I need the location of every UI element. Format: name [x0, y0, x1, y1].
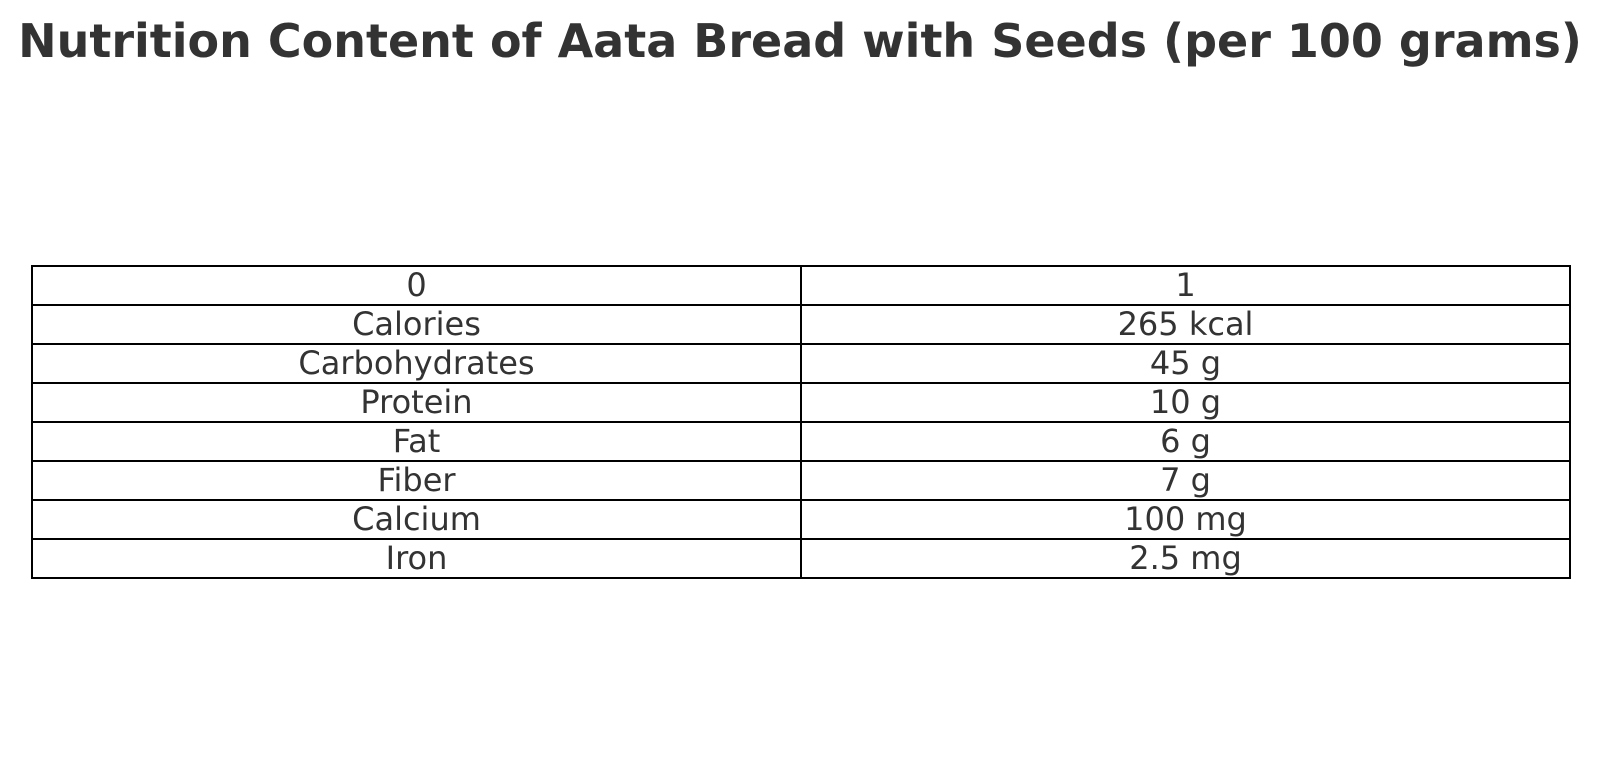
- nutrient-value-cell: 10 g: [800, 382, 1571, 423]
- table-row: Calories 265 kcal: [31, 304, 1571, 345]
- nutrient-value-cell: 7 g: [800, 460, 1571, 501]
- nutrient-name-cell: Fiber: [31, 460, 802, 501]
- nutrient-value-cell: 2.5 mg: [800, 538, 1571, 579]
- table-row: Fat 6 g: [31, 421, 1571, 462]
- table-row: Protein 10 g: [31, 382, 1571, 423]
- nutrient-name-cell: Calcium: [31, 499, 802, 540]
- nutrient-name-cell: Protein: [31, 382, 802, 423]
- nutrient-name-cell: Fat: [31, 421, 802, 462]
- table-header-row: 0 1: [31, 265, 1571, 306]
- table-row: Fiber 7 g: [31, 460, 1571, 501]
- nutrient-value-cell: 100 mg: [800, 499, 1571, 540]
- nutrition-table-body: 0 1 Calories 265 kcal Carbohydrates 45 g…: [31, 265, 1571, 579]
- table-row: Carbohydrates 45 g: [31, 343, 1571, 384]
- nutrition-table: 0 1 Calories 265 kcal Carbohydrates 45 g…: [31, 265, 1571, 579]
- nutrient-value-cell: 6 g: [800, 421, 1571, 462]
- nutrient-name-cell: Iron: [31, 538, 802, 579]
- nutrient-value-cell: 45 g: [800, 343, 1571, 384]
- chart-title: Nutrition Content of Aata Bread with See…: [18, 14, 1582, 68]
- nutrient-name-cell: Carbohydrates: [31, 343, 802, 384]
- table-row: Calcium 100 mg: [31, 499, 1571, 540]
- nutrition-table-container: 0 1 Calories 265 kcal Carbohydrates 45 g…: [31, 265, 1571, 579]
- header-cell: 0: [31, 265, 802, 306]
- header-cell: 1: [800, 265, 1571, 306]
- table-row: Iron 2.5 mg: [31, 538, 1571, 579]
- nutrient-name-cell: Calories: [31, 304, 802, 345]
- nutrient-value-cell: 265 kcal: [800, 304, 1571, 345]
